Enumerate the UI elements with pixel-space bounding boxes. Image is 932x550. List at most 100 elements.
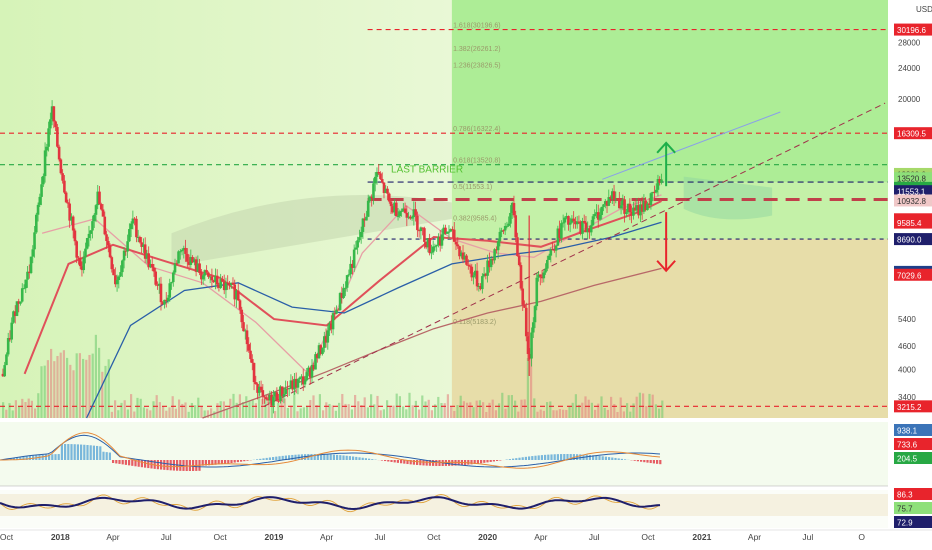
candle-body: [593, 213, 597, 217]
candle-body: [382, 182, 386, 194]
macd-histogram-bar: [48, 454, 51, 460]
candle-body: [475, 270, 479, 287]
macd-histogram-bar: [278, 456, 281, 460]
macd-histogram-bar: [124, 460, 127, 465]
candle-body: [588, 228, 591, 233]
neutral-zone-box: [451, 182, 888, 240]
volume-bar: [251, 399, 254, 418]
volume-bar: [8, 403, 11, 418]
candle-body: [377, 171, 381, 174]
macd-histogram-bar: [521, 457, 524, 460]
volume-bar: [181, 403, 184, 418]
candle-body: [456, 244, 460, 247]
candle-body: [238, 300, 242, 310]
price-tag: [894, 233, 932, 246]
candle-body: [317, 345, 321, 359]
candle-body: [20, 288, 24, 302]
macd-histogram-bar: [89, 445, 92, 460]
volume-bar: [280, 398, 283, 418]
candle-body: [222, 281, 226, 291]
candle-body: [618, 198, 621, 209]
candle-body: [240, 309, 244, 323]
candle-body: [200, 272, 203, 280]
candle-body: [416, 215, 419, 231]
candle-body: [623, 199, 626, 214]
candle-body: [10, 322, 14, 340]
candle-body: [354, 247, 358, 250]
volume-bar: [418, 409, 421, 418]
rsi-line: [0, 496, 661, 511]
price-tag-label: 8690.0: [897, 236, 922, 245]
volume-bar: [69, 364, 72, 418]
volume-bar: [392, 405, 395, 418]
candle-body: [224, 282, 228, 291]
volume-bar: [360, 405, 363, 418]
candle-body: [338, 293, 342, 310]
candles: [1, 100, 663, 414]
x-tick-label: Oct: [641, 532, 655, 542]
macd-histogram-bar: [220, 460, 223, 465]
volume-bar: [469, 402, 472, 418]
macd-histogram-bar: [371, 459, 374, 460]
x-tick-label: Jul: [589, 532, 600, 542]
macd-histogram-bar: [332, 454, 335, 460]
candle-body: [71, 216, 75, 231]
macd-histogram-bar: [553, 454, 556, 460]
macd-histogram-bar: [556, 454, 559, 460]
macd-histogram-bar: [656, 460, 659, 464]
candle-body: [437, 236, 440, 246]
volume-bar: [446, 394, 449, 418]
volume-bar: [456, 405, 459, 418]
candle-body: [337, 309, 340, 311]
macd-histogram-bar: [544, 454, 547, 460]
candle-body: [85, 237, 89, 249]
volume-bar: [482, 402, 485, 418]
candle-body: [270, 394, 273, 406]
candle-body: [193, 259, 196, 263]
candle-body: [66, 202, 70, 204]
candle-body: [180, 249, 184, 252]
macd-histogram-bar: [364, 458, 367, 460]
candle-body: [410, 217, 414, 219]
candle-body: [361, 218, 365, 232]
rsi-band: [0, 494, 888, 516]
volume-bar: [158, 402, 161, 418]
candle-body: [330, 323, 333, 330]
x-tick-label: Jul: [802, 532, 813, 542]
volume-bar: [59, 352, 62, 418]
candle-body: [584, 222, 588, 233]
macd-histogram-bar: [323, 454, 326, 460]
candle-body: [359, 231, 363, 238]
volume-bar: [315, 405, 318, 418]
candle-body: [654, 189, 658, 193]
volume-bar: [114, 400, 117, 418]
price-tag-label: 13520.8: [897, 175, 926, 184]
macd-histogram-bar: [272, 457, 275, 460]
volume-bar: [296, 411, 299, 418]
fib-level-label: 0.382(9585.4): [453, 216, 497, 223]
macd-histogram-bar: [262, 458, 265, 460]
candle-body: [6, 338, 10, 355]
candle-body: [247, 344, 251, 351]
macd-histogram-bar: [131, 460, 134, 466]
candle-body: [342, 288, 345, 298]
macd-histogram-bar: [224, 460, 227, 464]
volume-bar: [661, 400, 664, 418]
volume-bar: [494, 410, 497, 418]
fib-level-label: 0.618(13520.8): [453, 158, 500, 165]
candle-body: [17, 301, 21, 304]
volume-bar: [584, 396, 587, 418]
candle-body: [447, 231, 451, 233]
candle-body: [635, 205, 639, 211]
volume-bar: [299, 408, 302, 418]
candle-body: [535, 277, 539, 307]
candle-body: [391, 206, 395, 213]
candle-body: [503, 226, 507, 231]
volume-bar: [216, 403, 219, 418]
candle-body: [602, 204, 605, 207]
candle-body: [138, 236, 142, 243]
candle-body: [289, 380, 293, 389]
candle-body: [324, 336, 328, 343]
